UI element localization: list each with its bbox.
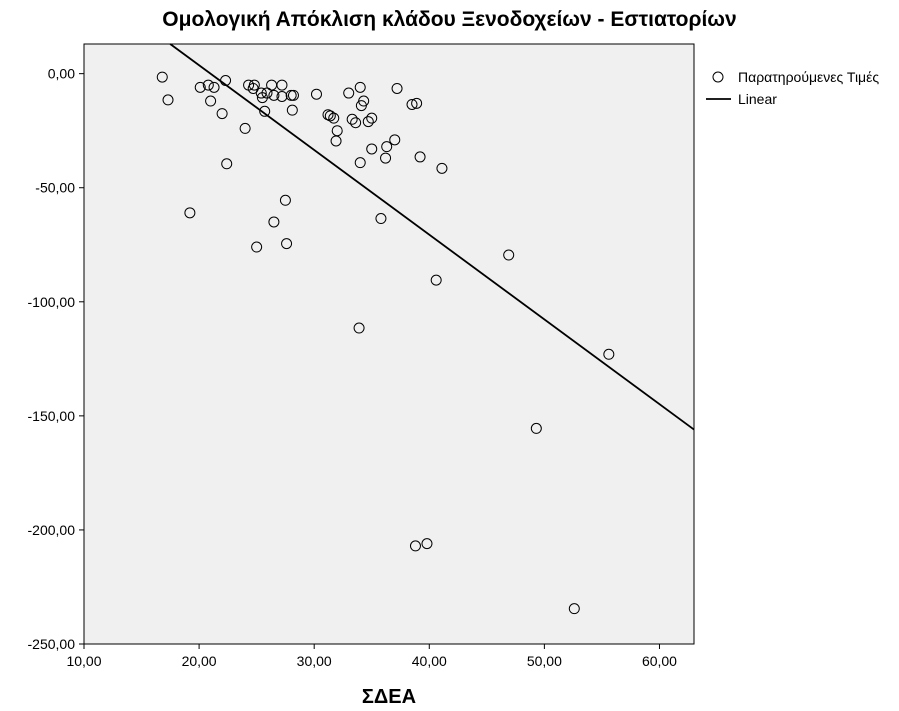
data-point: [324, 110, 336, 122]
data-point: [430, 274, 442, 286]
data-point: [328, 112, 340, 124]
y-tick-label: -250,00: [28, 636, 76, 652]
data-point: [346, 113, 358, 125]
data-point: [251, 241, 263, 253]
x-tick-label: 60,00: [642, 653, 677, 669]
data-point: [503, 249, 515, 261]
x-axis-label: ΣΔΕΑ: [361, 686, 417, 708]
data-point: [366, 112, 378, 124]
y-tick-label: -200,00: [28, 522, 76, 538]
data-point: [411, 97, 423, 109]
data-point: [184, 207, 196, 219]
legend-marker-observed: [712, 71, 724, 83]
data-point: [530, 422, 542, 434]
data-point: [603, 348, 615, 360]
data-point: [391, 82, 403, 94]
data-point: [380, 152, 392, 164]
data-point: [194, 81, 206, 93]
data-point: [205, 95, 217, 107]
data-point: [353, 322, 365, 334]
data-point: [208, 81, 220, 93]
data-point: [350, 117, 362, 129]
fit-lines: [169, 43, 695, 431]
legend: Παρατηρούμενες Τιμές Linear: [706, 69, 879, 107]
x-tick-label: 40,00: [412, 653, 447, 669]
legend-label-linear: Linear: [738, 91, 777, 107]
data-point: [354, 81, 366, 93]
data-point: [156, 71, 168, 83]
data-point: [322, 109, 334, 121]
data-point: [358, 95, 370, 107]
y-axis: 0,00 -50,00 -100,00 -150,00 -200,00 -250,00: [28, 66, 84, 652]
data-point: [285, 89, 297, 101]
data-point: [202, 79, 214, 91]
data-point: [375, 213, 387, 225]
legend-label-observed: Παρατηρούμενες Τιμές: [738, 69, 879, 85]
x-axis: 10,00 20,00 30,00 40,00 50,00 60,00: [66, 644, 677, 669]
y-tick-label: -50,00: [35, 180, 75, 196]
data-point: [248, 79, 260, 91]
data-point: [436, 162, 448, 174]
x-tick-label: 10,00: [66, 653, 101, 669]
data-point: [268, 216, 280, 228]
data-point: [406, 98, 418, 110]
observed-points: [156, 71, 615, 615]
y-tick-label: 0,00: [48, 66, 75, 82]
data-point: [239, 122, 251, 134]
data-point: [381, 141, 393, 153]
data-point: [568, 603, 580, 615]
data-point: [221, 158, 233, 170]
y-tick-label: -150,00: [28, 408, 76, 424]
data-point: [281, 238, 293, 250]
plot-area: [83, 43, 695, 645]
data-point: [414, 151, 426, 163]
data-point: [421, 538, 433, 550]
x-tick-label: 30,00: [297, 653, 332, 669]
data-point: [331, 125, 343, 137]
data-point: [409, 540, 421, 552]
data-point: [362, 116, 374, 128]
data-point: [286, 104, 298, 116]
x-tick-label: 20,00: [182, 653, 217, 669]
data-point: [389, 134, 401, 146]
data-point: [310, 88, 322, 100]
data-point: [287, 89, 299, 101]
chart-title: Ομολογική Απόκλιση κλάδου Ξενοδοχείων - …: [162, 8, 737, 31]
linear-fit-line: [169, 43, 695, 431]
data-point: [162, 94, 174, 106]
data-point: [366, 143, 378, 155]
data-point: [268, 89, 280, 101]
data-point: [259, 105, 271, 117]
data-point: [255, 87, 267, 99]
data-point: [343, 87, 355, 99]
data-point: [279, 194, 291, 206]
data-point: [276, 90, 288, 102]
data-point: [354, 157, 366, 169]
x-tick-label: 50,00: [527, 653, 562, 669]
data-point: [276, 79, 288, 91]
data-point: [216, 108, 228, 120]
y-tick-label: -100,00: [28, 294, 76, 310]
